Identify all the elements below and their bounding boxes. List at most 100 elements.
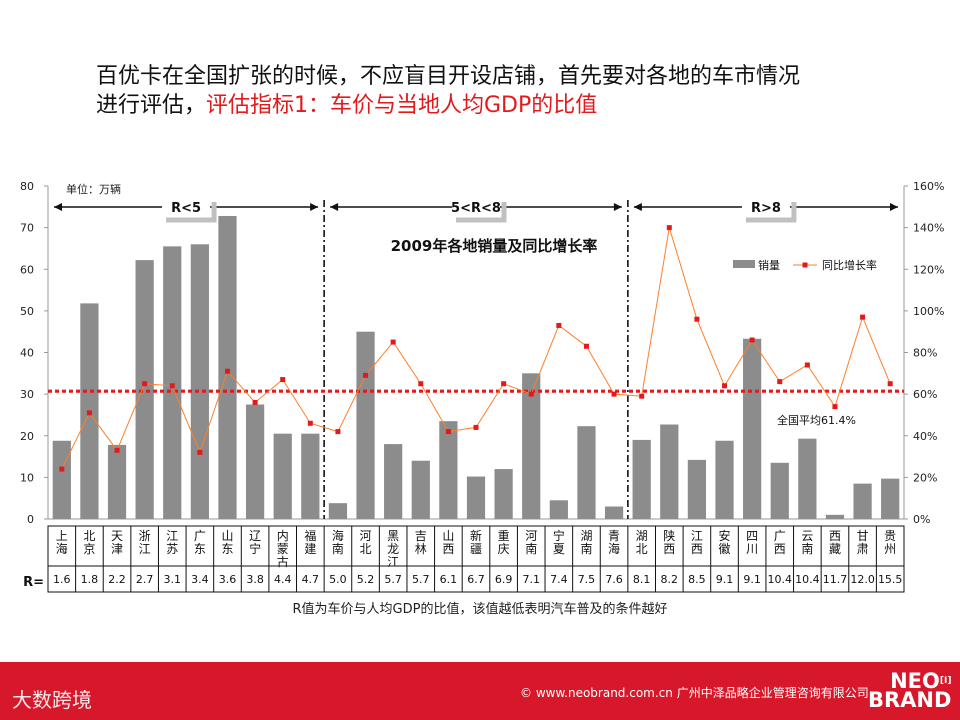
- group-label-shadow: [166, 202, 217, 223]
- category-label-char: 安: [719, 528, 731, 543]
- bar-云南: [798, 438, 817, 519]
- r-value: 3.4: [191, 573, 209, 586]
- category-label-char: 川: [746, 542, 758, 556]
- r-value: 9.1: [743, 573, 761, 586]
- y-left-tick-label: 10: [20, 471, 34, 484]
- category-label-char: 山: [442, 529, 454, 543]
- category-label-char: 湖: [580, 528, 592, 543]
- bar-贵州: [881, 478, 900, 519]
- r-value: 6.9: [495, 573, 513, 586]
- y-right-tick-label: 20%: [913, 471, 937, 484]
- growth-point-青海: [611, 391, 617, 397]
- y-right-tick-label: 60%: [913, 388, 937, 401]
- category-label-char: 蒙: [277, 542, 289, 556]
- sales-growth-chart: 0 10 20 30 40 50 60 70 80 0% 20% 40% 60% 80% 100% 120% 1…: [20, 180, 944, 617]
- r-value: 3.6: [219, 573, 237, 586]
- r-value: 15.5: [878, 573, 903, 586]
- category-label-char: 山: [221, 529, 233, 543]
- r-value: 1.8: [81, 573, 99, 586]
- r-value: 3.8: [246, 573, 264, 586]
- growth-point-辽宁: [252, 399, 258, 405]
- r-value: 6.7: [467, 573, 485, 586]
- y-right-tick-label: 120%: [913, 263, 944, 276]
- r-value: 7.4: [550, 573, 568, 586]
- category-label-char: 南: [580, 541, 592, 556]
- y-left-tick-label: 30: [20, 388, 34, 401]
- growth-point-黑龙江: [390, 339, 396, 345]
- y-left-tick-label: 20: [20, 430, 34, 443]
- category-label-char: 西: [691, 542, 703, 556]
- r-value: 5.7: [384, 573, 402, 586]
- title-line-2-prefix: 进行评估，: [96, 93, 207, 118]
- group-label-shadow: [456, 202, 507, 223]
- bar-广西: [770, 462, 789, 519]
- bar-安徽: [715, 440, 734, 519]
- growth-point-山西: [445, 429, 451, 435]
- y-left-tick-label: 0: [27, 513, 34, 526]
- bar-新疆: [466, 476, 486, 519]
- growth-point-湖南: [583, 343, 589, 349]
- category-label-char: 古: [277, 554, 289, 569]
- category-label-char: 肃: [857, 542, 869, 556]
- category-label-char: 庆: [498, 542, 510, 556]
- category-label-char: 北: [83, 529, 95, 543]
- bar-宁夏: [549, 500, 568, 519]
- bar-海南: [328, 503, 348, 519]
- bar-内蒙古: [273, 433, 292, 519]
- r-value: 5.7: [412, 573, 430, 586]
- bar-江苏: [163, 246, 182, 519]
- category-label-char: 津: [111, 542, 123, 556]
- growth-point-新疆: [473, 424, 479, 430]
- r-value: 2.2: [108, 573, 126, 586]
- category-label-char: 建: [304, 542, 316, 556]
- category-label-char: 林: [415, 542, 427, 556]
- bar-山西: [439, 421, 458, 519]
- group-label: R>8: [751, 201, 781, 216]
- growth-point-福建: [307, 420, 313, 426]
- category-label-char: 重: [498, 529, 510, 543]
- y-left-tick-label: 80: [20, 180, 34, 193]
- group-label: 5<R<8: [451, 201, 501, 216]
- group-label-shadow: [745, 202, 797, 223]
- growth-point-浙江: [142, 381, 148, 387]
- category-label-char: 辽: [249, 529, 261, 543]
- category-label-char: 上: [56, 529, 68, 543]
- category-label-char: 夏: [553, 542, 565, 556]
- r-value: 3.1: [164, 573, 182, 586]
- category-label-char: 海: [608, 541, 620, 556]
- growth-point-四川: [749, 337, 755, 343]
- footer-url[interactable]: © www.neobrand.com.cn 广州中泽品略企业管理咨询有限公司: [520, 686, 869, 700]
- category-label-char: 甘: [857, 529, 869, 543]
- bar-上海: [52, 440, 71, 519]
- bar-重庆: [494, 469, 513, 519]
- group-bracket-arrow-right: [613, 203, 622, 211]
- growth-point-甘肃: [860, 314, 866, 320]
- r-value: 4.4: [274, 573, 292, 586]
- r-value: 7.6: [605, 573, 623, 586]
- growth-point-陕西: [666, 225, 672, 231]
- category-label-char: 藏: [829, 542, 841, 556]
- category-label-char: 州: [884, 542, 896, 556]
- y-left-tick-label: 50: [20, 305, 34, 318]
- r-value: 10.4: [795, 573, 820, 586]
- bar-浙江: [135, 260, 154, 519]
- growth-point-江西: [694, 316, 700, 322]
- bar-福建: [301, 433, 320, 519]
- bar-山东: [218, 215, 237, 519]
- category-label-char: 南: [332, 541, 344, 556]
- growth-point-河南: [528, 391, 534, 397]
- category-label-char: 河: [525, 529, 537, 543]
- category-label-char: 西: [663, 542, 675, 556]
- category-label-char: 北: [636, 542, 648, 556]
- neobrand-logo: NEO[I] BRAND: [868, 671, 951, 711]
- growth-point-宁夏: [556, 322, 562, 328]
- category-label-char: 福: [304, 528, 316, 543]
- legend-bar-label: 销量: [758, 258, 780, 272]
- group-bracket-arrow-left: [330, 203, 339, 211]
- average-label: 全国平均61.4%: [777, 413, 856, 427]
- category-label-char: 浙: [139, 529, 151, 543]
- category-label-char: 湖: [636, 528, 648, 543]
- category-label-char: 北: [360, 542, 372, 556]
- r-value: 11.7: [823, 573, 848, 586]
- y-left-tick-label: 40: [20, 347, 34, 360]
